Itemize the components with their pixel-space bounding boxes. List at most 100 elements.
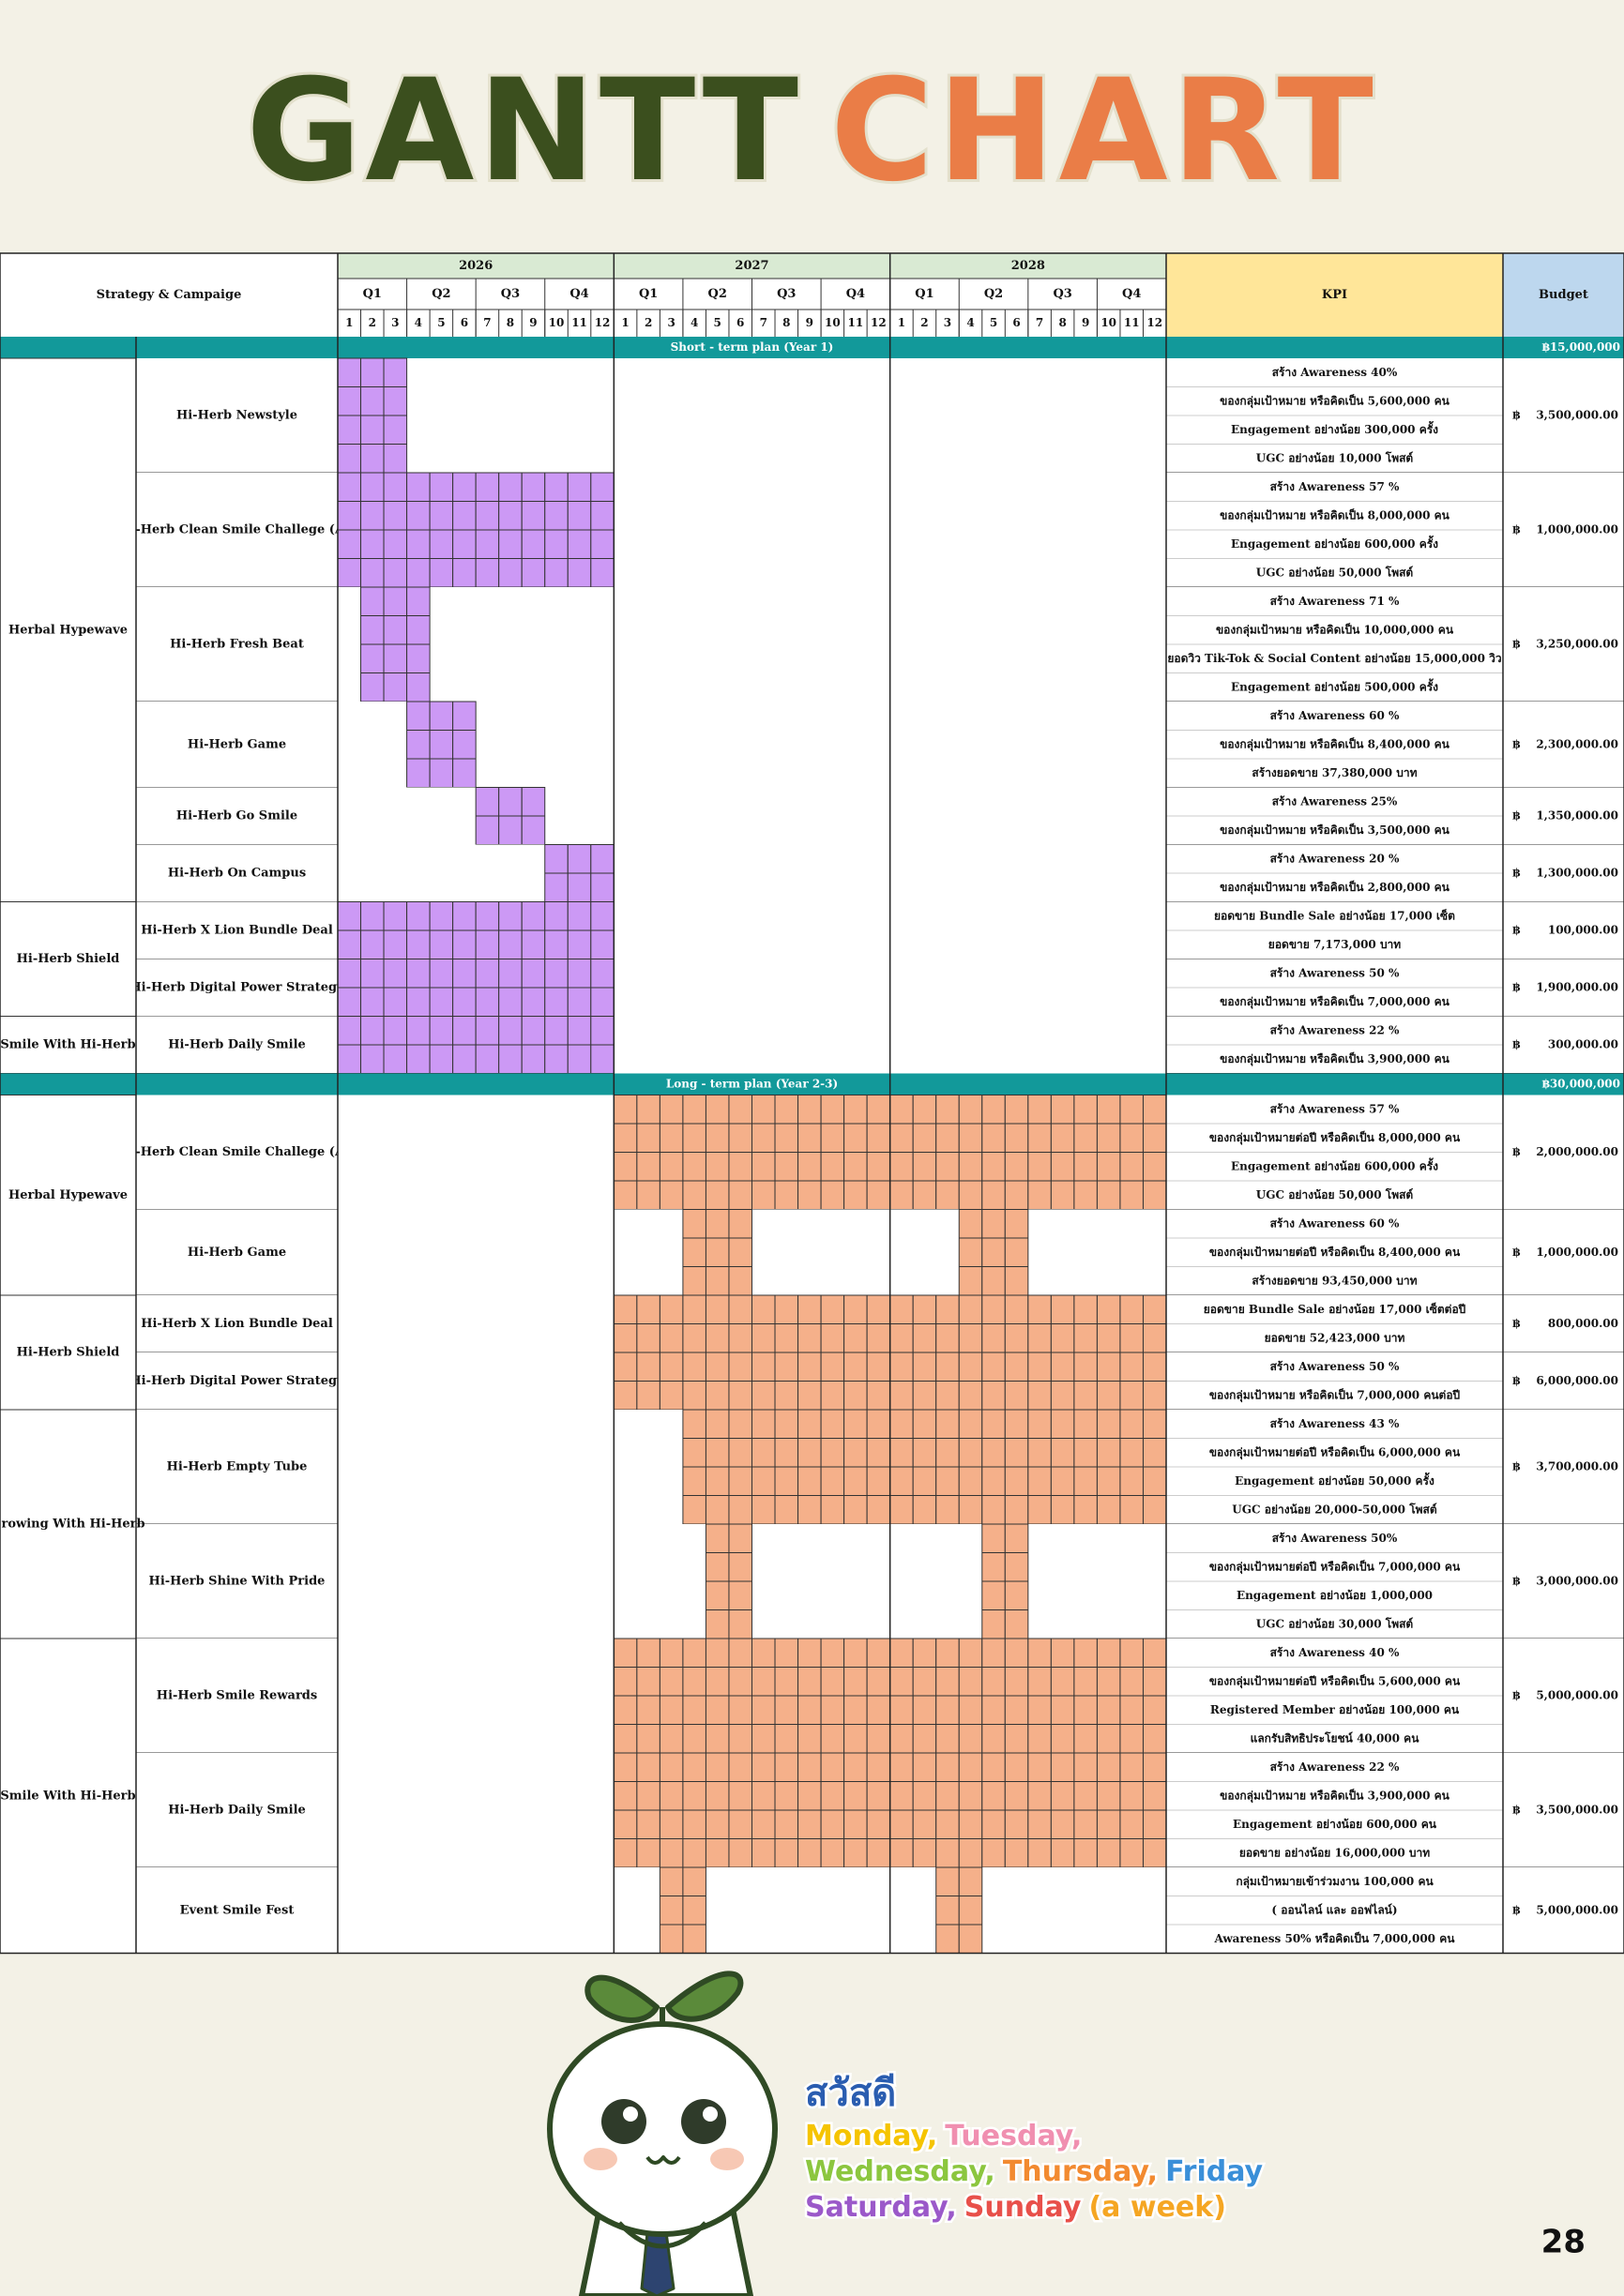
campaign-name: Hi-Herb Digital Power Strategy	[129, 981, 344, 995]
gantt-cell	[406, 701, 431, 788]
kpi-text: ของกลุ่มเป้าหมาย หรือคิดเป็น 2,800,000 ค…	[1220, 880, 1450, 895]
greeting-line: Saturday, Sunday (a week)	[805, 2191, 1226, 2224]
kpi-text: UGC อย่างน้อย 20,000-50,000 โพสต์	[1232, 1502, 1437, 1516]
quarter-label: Q3	[501, 287, 520, 301]
month-label: 8	[507, 316, 514, 329]
kpi-text: สร้าง Awareness 50 %	[1270, 1360, 1400, 1373]
currency: ฿	[1512, 409, 1521, 422]
kpi-text: UGC อย่างน้อย 50,000 โพสต์	[1256, 1187, 1414, 1201]
kpi-text: สร้าง Awareness 22 %	[1270, 1760, 1400, 1774]
month-label: 12	[1146, 316, 1162, 329]
year-label: 2028	[1011, 259, 1045, 273]
month-label: 9	[806, 316, 813, 329]
campaign-name: Hi-Herb Daily Smile	[168, 1804, 306, 1818]
quarter-label: Q2	[708, 287, 727, 301]
kpi-text: ของกลุ่มเป้าหมาย หรือคิดเป็น 8,000,000 ค…	[1220, 507, 1450, 522]
gantt-cell	[429, 701, 454, 788]
month-label: 5	[437, 316, 445, 329]
kpi-text: ยอดขาย Bundle Sale อย่างน้อย 17,000 เซ็ต	[1214, 908, 1455, 922]
campaign-name: Hi-Herb Game	[188, 1246, 286, 1260]
cheek	[710, 2148, 744, 2170]
budget: 3,500,000.00	[1536, 1804, 1618, 1817]
month-label: 5	[990, 316, 997, 329]
section-budget: ฿30,000,000	[1541, 1078, 1620, 1091]
kpi-text: ยอดขาย อย่างน้อย 16,000,000 บาท	[1239, 1846, 1430, 1859]
budget: 2,000,000.00	[1536, 1145, 1618, 1158]
currency: ฿	[1512, 924, 1521, 937]
currency: ฿	[1512, 523, 1521, 536]
kpi-text: Engagement อย่างน้อย 1,000,000	[1237, 1589, 1433, 1602]
campaign-name: Hi-Herb Go Smile	[176, 809, 297, 823]
kpi-text: ของกลุ่มเป้าหมายต่อปี หรือคิดเป็น 8,000,…	[1209, 1130, 1461, 1145]
kpi-text: สร้าง Awareness 43 %	[1270, 1417, 1400, 1430]
row-bg	[136, 702, 1624, 788]
cheek	[584, 2148, 617, 2170]
gantt-cell	[682, 1866, 706, 1954]
month-label: 10	[549, 316, 565, 329]
kpi-text: ของกลุ่มเป้าหมายต่อปี หรือคิดเป็น 5,600,…	[1209, 1673, 1461, 1688]
greeting-word: (a week)	[1088, 2191, 1225, 2224]
gantt-cell	[682, 1209, 706, 1296]
month-label: 3	[944, 316, 951, 329]
mouth	[645, 2155, 681, 2165]
kpi-text: ยอดขาย Bundle Sale อย่างน้อย 17,000 เซ็ต…	[1204, 1302, 1466, 1316]
currency: ฿	[1512, 638, 1521, 651]
greeting-word: Thursday,	[1003, 2155, 1158, 2188]
mascot	[547, 1971, 778, 2296]
strategy-cell	[0, 1294, 137, 1411]
table-border	[0, 252, 1624, 1955]
kpi-text: สร้าง Awareness 60 %	[1270, 709, 1400, 722]
quarter-label: Q2	[432, 287, 450, 301]
budget: 1,000,000.00	[1536, 523, 1618, 536]
currency: ฿	[1512, 1903, 1521, 1916]
strategy-cell	[0, 1638, 137, 1954]
month-label: 11	[1124, 316, 1140, 329]
kpi-text: ของกลุ่มเป้าหมาย หรือคิดเป็น 8,400,000 ค…	[1220, 736, 1450, 751]
currency: ฿	[1512, 1689, 1521, 1702]
quarter-label: Q1	[363, 287, 382, 301]
eye-shine	[703, 2107, 718, 2122]
gantt-cell	[705, 1209, 730, 1296]
header-cell: Budget	[1539, 288, 1588, 302]
month-label: 7	[483, 316, 491, 329]
quarter-label: Q4	[1122, 287, 1141, 301]
page-title: GANTT CHART	[246, 50, 1377, 213]
kpi-text: Engagement อย่างน้อย 600,000 ครั้ง	[1231, 535, 1438, 551]
month-label: 3	[667, 316, 675, 329]
kpi-text: ของกลุ่มเป้าหมาย หรือคิดเป็น 3,900,000 ค…	[1220, 1788, 1450, 1803]
greeting-hello: สวัสดี	[805, 2072, 896, 2115]
kpi-text: ยอดขาย 52,423,000 บาท	[1265, 1331, 1405, 1344]
kpi-text: Engagement อย่างน้อย 600,000 ครั้ง	[1231, 1156, 1438, 1172]
year-row-bg	[338, 253, 1166, 279]
currency: ฿	[1512, 1575, 1521, 1588]
title-right: CHART	[830, 50, 1377, 213]
month-label: 9	[1082, 316, 1089, 329]
section-label: Long - term plan (Year 2-3)	[666, 1078, 838, 1091]
eye	[601, 2099, 646, 2144]
month-label: 8	[782, 316, 790, 329]
campaign-name: Hi-Herb Digital Power Strategy	[129, 1374, 344, 1388]
month-label: 12	[595, 316, 611, 329]
kpi-text: สร้าง Awareness 57 %	[1270, 1102, 1400, 1115]
kpi-text: ของกลุ่มเป้าหมาย หรือคิดเป็น 7,000,000 ค…	[1209, 1387, 1461, 1402]
kpi-text: กลุ่มเป้าหมายเข้าร่วมงาน 100,000 คน	[1236, 1875, 1434, 1889]
month-label: 8	[1058, 316, 1066, 329]
kpi-text: สร้าง Awareness 40 %	[1270, 1646, 1400, 1659]
month-label: 12	[871, 316, 887, 329]
month-label: 7	[1036, 316, 1043, 329]
kpi-text: ของกลุ่มเป้าหมายต่อปี หรือคิดเป็น 7,000,…	[1209, 1559, 1461, 1574]
campaign-name: Hi-Herb Clean Smile Challege (AR	[119, 523, 355, 537]
kpi-text: สร้าง Awareness 57 %	[1270, 480, 1400, 493]
year-label: 2027	[735, 259, 768, 273]
kpi-text: UGC อย่างน้อย 30,000 โพสต์	[1256, 1616, 1414, 1630]
kpi-text: Engagement อย่างน้อย 50,000 ครั้ง	[1235, 1472, 1434, 1488]
eye	[681, 2099, 726, 2144]
kpi-text: Engagement อย่างน้อย 500,000 ครั้ง	[1231, 677, 1438, 693]
month-label: 10	[825, 316, 841, 329]
section-budget: ฿15,000,000	[1541, 340, 1620, 354]
greeting-word: Friday	[1165, 2155, 1263, 2188]
year-label: 2026	[459, 259, 493, 273]
strategy-cell	[0, 1409, 137, 1639]
budget: 2,300,000.00	[1536, 737, 1618, 750]
